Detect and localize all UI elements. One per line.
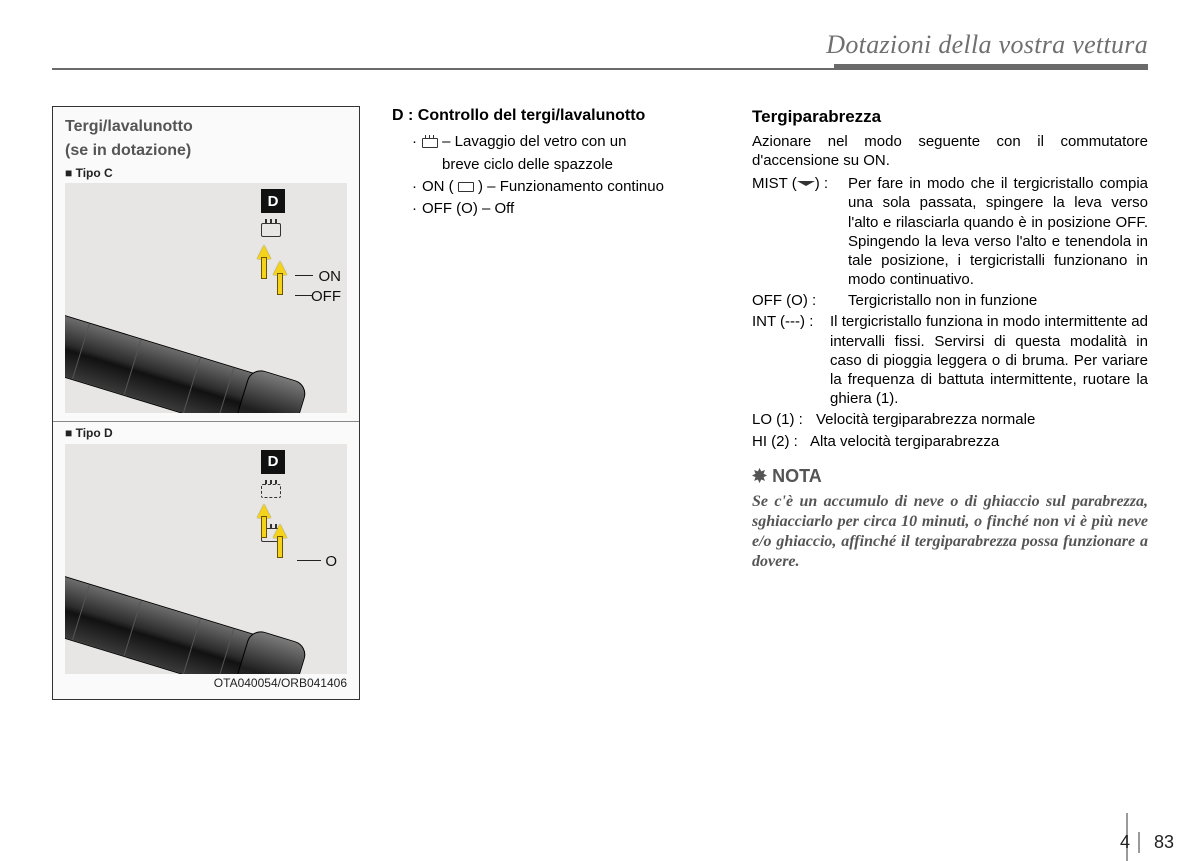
def-hi: HI (2) : Alta velocità tergiparabrezza [752,432,1148,451]
wipe-inline-icon [458,182,474,192]
def-lo-key: LO (1) : [752,410,816,429]
figure-title-1: Tergi/lavalunotto [65,117,347,137]
bullet-3: · OFF (O) – Off [412,199,720,218]
header-accent-bar [834,64,1148,70]
figure-subtype-d: ■ Tipo D [65,426,347,441]
figure-subtype-c: ■ Tipo C [65,166,347,181]
def-off-key: OFF (O) : [752,291,848,310]
leader-line-3 [297,560,321,561]
def-off: OFF (O) : Tergicristallo non in funzione [752,291,1148,310]
left-column: Tergi/lavalunotto (se in dotazione) ■ Ti… [52,106,360,704]
arrow-up-3 [257,504,271,538]
figure-tipo-c: D ON OFF [65,183,347,413]
arrow-up-2 [273,261,287,295]
bullet-1: · – Lavaggio del vetro con un [412,132,720,151]
right-intro: Azionare nel modo seguente con il commut… [752,132,1148,170]
off-label: OFF [311,287,341,306]
on-label: ON [319,267,342,286]
mist-icon [797,179,815,189]
def-lo-val: Velocità tergiparabrezza normale [816,410,1148,429]
page-footer: 4 83 [1120,832,1140,853]
d-marker-2: D [261,450,285,474]
arrow-up-1 [257,245,271,279]
o-label: O [325,552,337,571]
bullet-1-text-b: breve ciclo delle spazzole [442,156,613,173]
bullet-list: · – Lavaggio del vetro con un breve cicl… [392,132,720,218]
leader-line-2 [295,295,313,296]
def-hi-val: Alta velocità tergiparabrezza [810,432,1148,451]
bullet-2-post: ) – Funzionamento continuo [478,178,664,195]
leader-line-1 [295,275,313,276]
def-lo: LO (1) : Velocità tergiparabrezza normal… [752,410,1148,429]
def-mist-key: MIST () : [752,174,848,289]
middle-column: D : Controllo del tergi/lavalunotto · – … [392,106,720,704]
figure-title-2: (se in dotazione) [65,141,347,161]
def-int-key: INT (---) : [752,312,830,408]
arrow-up-4 [273,524,287,558]
figure-divider [53,421,359,422]
nota-heading: NOTA [752,465,1148,488]
right-column: Tergiparabrezza Azionare nel modo seguen… [752,106,1148,704]
chapter-number: 4 [1120,832,1138,853]
figure-caption: OTA040054/ORB041406 [65,676,347,691]
wash-icon [261,223,281,237]
wiper-lever [65,313,304,414]
page-number: 83 [1144,832,1174,853]
right-heading: Tergiparabrezza [752,106,1148,128]
def-hi-key: HI (2) : [752,432,810,451]
figure-box: Tergi/lavalunotto (se in dotazione) ■ Ti… [52,106,360,700]
content-columns: Tergi/lavalunotto (se in dotazione) ■ Ti… [52,106,1148,704]
manual-page: Dotazioni della vostra vettura Tergi/lav… [0,0,1200,861]
def-mist-val: Per fare in modo che il tergicristallo c… [848,174,1148,289]
bullet-1-text-a: – Lavaggio del vetro con un [442,133,626,150]
mid-heading: D : Controllo del tergi/lavalunotto [392,106,720,126]
bullet-1-cont: breve ciclo delle spazzole [412,155,720,174]
page-header: Dotazioni della vostra vettura [52,30,1148,76]
nota-body: Se c'è un accumulo di neve o di ghiaccio… [752,492,1148,572]
section-title: Dotazioni della vostra vettura [826,30,1148,60]
d-marker: D [261,189,285,213]
def-mist: MIST () : Per fare in modo che il tergic… [752,174,1148,289]
bullet-3-text: OFF (O) – Off [422,200,514,217]
def-int-val: Il tergicristallo funziona in modo inter… [830,312,1148,408]
def-int: INT (---) : Il tergicristallo funziona i… [752,312,1148,408]
wash-icon-2 [261,484,281,498]
bullet-2: · ON ( ) – Funzionamento continuo [412,177,720,196]
d-marker-text-2: D [268,452,279,471]
figure-tipo-d: D O [65,444,347,674]
wash-inline-icon [422,138,438,148]
bullet-2-pre: ON ( [422,178,454,195]
def-off-val: Tergicristallo non in funzione [848,291,1148,310]
d-marker-text: D [268,192,279,211]
wiper-lever-2 [65,573,304,674]
